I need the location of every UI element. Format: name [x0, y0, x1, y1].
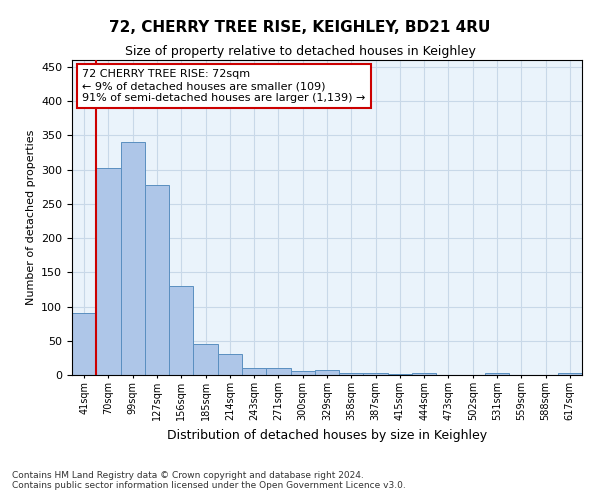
Bar — [339, 373, 364, 375]
Bar — [145, 186, 169, 375]
Bar — [121, 142, 145, 375]
Y-axis label: Number of detached properties: Number of detached properties — [26, 130, 35, 305]
Bar — [315, 370, 339, 375]
Text: Size of property relative to detached houses in Keighley: Size of property relative to detached ho… — [125, 45, 475, 58]
Bar — [96, 168, 121, 375]
Bar — [218, 354, 242, 375]
Text: Contains HM Land Registry data © Crown copyright and database right 2024.
Contai: Contains HM Land Registry data © Crown c… — [12, 470, 406, 490]
Bar — [242, 368, 266, 375]
Bar — [558, 373, 582, 375]
Bar — [266, 368, 290, 375]
Text: Distribution of detached houses by size in Keighley: Distribution of detached houses by size … — [167, 428, 487, 442]
Text: 72 CHERRY TREE RISE: 72sqm
← 9% of detached houses are smaller (109)
91% of semi: 72 CHERRY TREE RISE: 72sqm ← 9% of detac… — [82, 70, 365, 102]
Bar — [193, 344, 218, 375]
Bar — [388, 374, 412, 375]
Bar — [364, 373, 388, 375]
Bar — [412, 373, 436, 375]
Bar — [485, 373, 509, 375]
Bar — [169, 286, 193, 375]
Text: 72, CHERRY TREE RISE, KEIGHLEY, BD21 4RU: 72, CHERRY TREE RISE, KEIGHLEY, BD21 4RU — [109, 20, 491, 35]
Bar — [290, 371, 315, 375]
Bar — [72, 314, 96, 375]
